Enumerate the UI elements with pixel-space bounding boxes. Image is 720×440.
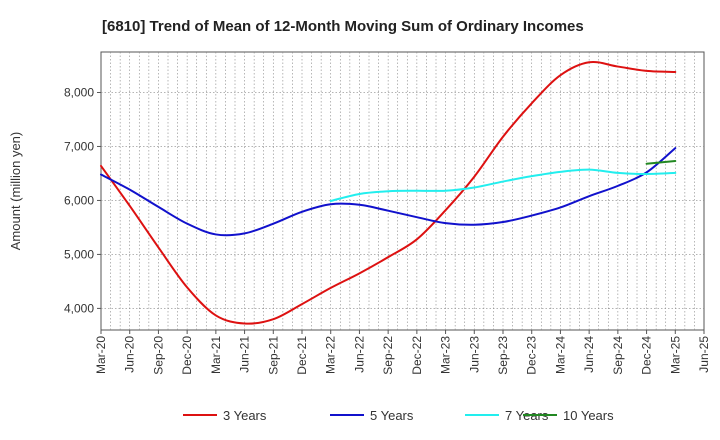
x-tick-label: Dec-21 — [295, 336, 309, 375]
x-tick-label: Jun-20 — [123, 336, 137, 373]
grid — [101, 52, 704, 330]
x-tick-label: Jun-25 — [697, 336, 711, 373]
series-line-5-years — [100, 147, 677, 237]
x-tick-label: Mar-25 — [668, 336, 682, 374]
x-tick-label: Sep-20 — [151, 336, 165, 375]
x-axis: Mar-20 Jun-20 Sep-20 Dec-20 Mar-21 Jun-21 Sep-… — [94, 330, 711, 375]
series-line-7-years — [329, 168, 677, 202]
legend-label-3-years: 3 Years — [223, 408, 267, 423]
y-tick-label: 8,000 — [64, 85, 94, 99]
x-tick-label: Mar-21 — [209, 336, 223, 374]
x-tick-label: Mar-20 — [94, 336, 108, 374]
x-tick-label: Mar-24 — [553, 336, 567, 374]
x-tick-label: Sep-24 — [611, 336, 625, 375]
x-tick-label: Jun-21 — [238, 336, 252, 373]
x-tick-label: Mar-23 — [439, 336, 453, 374]
series-lines — [100, 60, 677, 325]
legend: 3 Years 5 Years 7 Years 10 Years — [183, 408, 614, 423]
x-tick-label: Mar-22 — [324, 336, 338, 374]
y-tick-label: 4,000 — [64, 301, 94, 315]
x-tick-label: Dec-24 — [640, 336, 654, 375]
series-line-3-years — [100, 60, 677, 325]
x-tick-label: Jun-23 — [467, 336, 481, 373]
x-tick-label: Jun-24 — [582, 336, 596, 373]
x-tick-label: Sep-22 — [381, 336, 395, 375]
y-axis-label: Amount (million yen) — [8, 132, 23, 251]
x-tick-label: Sep-21 — [266, 336, 280, 375]
y-tick-label: 7,000 — [64, 139, 94, 153]
legend-label-10-years: 10 Years — [563, 408, 614, 423]
y-axis: 4,000 5,000 6,000 7,000 8,000 — [64, 85, 101, 315]
x-tick-label: Sep-23 — [496, 336, 510, 375]
x-tick-label: Jun-22 — [352, 336, 366, 373]
y-tick-label: 5,000 — [64, 247, 94, 261]
x-tick-label: Dec-23 — [525, 336, 539, 375]
legend-label-5-years: 5 Years — [370, 408, 414, 423]
chart-title: [6810] Trend of Mean of 12-Month Moving … — [102, 18, 584, 35]
x-tick-label: Dec-22 — [410, 336, 424, 375]
y-tick-label: 6,000 — [64, 193, 94, 207]
x-tick-label: Dec-20 — [180, 336, 194, 375]
series-line-10-years — [645, 160, 677, 165]
